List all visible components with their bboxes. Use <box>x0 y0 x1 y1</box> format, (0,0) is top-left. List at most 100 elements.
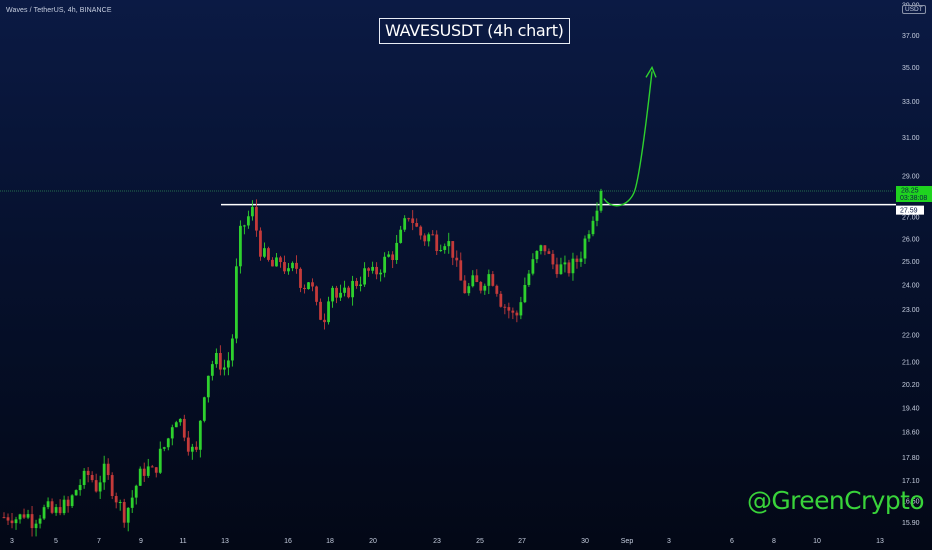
candle <box>170 424 174 446</box>
candle <box>178 418 182 426</box>
candle-body <box>190 446 194 452</box>
candle <box>495 284 499 297</box>
candle-body <box>455 257 459 261</box>
candle-body <box>431 234 435 236</box>
candle <box>106 458 110 480</box>
candle <box>367 267 371 277</box>
candle <box>595 202 599 227</box>
candle-body <box>86 470 90 476</box>
candle <box>130 490 134 513</box>
x-tick-label: 6 <box>730 538 734 545</box>
candle <box>295 255 298 274</box>
candle <box>511 307 515 320</box>
candle <box>38 514 42 529</box>
y-tick-label: 25.00 <box>902 259 920 266</box>
candle <box>34 519 38 537</box>
candle-body <box>102 463 106 483</box>
candle-body <box>174 422 178 428</box>
x-tick-label: 10 <box>813 538 821 545</box>
candle <box>138 466 142 486</box>
candle <box>174 420 178 428</box>
candle <box>363 262 367 287</box>
candle <box>66 496 70 513</box>
candle-body <box>423 235 427 242</box>
candle <box>447 232 451 254</box>
projection-arrow <box>603 71 653 207</box>
candle <box>455 250 459 267</box>
candle-body <box>323 319 326 323</box>
candle <box>70 494 74 509</box>
candle <box>583 235 587 264</box>
symbol-info: Waves / TetherUS, 4h, BINANCE <box>6 7 112 14</box>
candle-body <box>259 230 262 257</box>
candle-body <box>30 514 34 529</box>
candle-body <box>287 268 290 272</box>
candle-body <box>210 364 214 376</box>
candle-body <box>166 438 170 448</box>
x-tick-label: 27 <box>518 538 526 545</box>
candle <box>158 441 162 475</box>
candle-body <box>299 268 302 288</box>
candle-body <box>599 191 603 211</box>
candle <box>122 498 126 528</box>
candle-body <box>198 420 202 450</box>
y-tick-label: 18.60 <box>902 430 920 437</box>
x-tick-label: 11 <box>179 538 186 545</box>
candle <box>459 252 463 281</box>
candle-body <box>311 282 314 287</box>
candle-body <box>495 285 499 294</box>
candle <box>407 217 411 222</box>
candle <box>230 334 234 367</box>
candle <box>451 241 455 266</box>
candle <box>507 302 511 319</box>
candle-body <box>126 507 130 523</box>
candle <box>443 243 447 254</box>
x-tick-label: 13 <box>876 538 884 545</box>
candle-body <box>403 218 407 230</box>
candle-body <box>82 470 86 486</box>
candle-body <box>218 353 222 370</box>
candle <box>154 467 158 478</box>
candle <box>531 253 535 276</box>
candle <box>575 255 579 269</box>
x-tick-label: 20 <box>369 538 377 545</box>
candle <box>243 224 246 235</box>
x-tick-label: 13 <box>221 538 229 545</box>
y-tick-label: 33.00 <box>902 99 920 106</box>
candle <box>387 251 391 258</box>
candle-body <box>271 259 274 267</box>
candle <box>259 227 262 261</box>
candle-body <box>74 490 78 496</box>
candle-body <box>503 306 507 308</box>
candle <box>323 313 326 330</box>
candle <box>591 216 595 237</box>
candle <box>535 250 539 264</box>
candle-body <box>363 268 367 285</box>
arrowhead <box>645 65 657 78</box>
candle <box>435 230 439 256</box>
time-axis: 3 5 7 9 11 13 16 18 20 23 25 27 30 Sep 3 6 8 10 13 <box>10 538 884 545</box>
candle <box>267 246 270 262</box>
candle <box>471 270 475 288</box>
candle <box>395 234 399 264</box>
candle-body <box>371 266 375 271</box>
candle <box>523 277 527 304</box>
candle-body <box>319 301 322 320</box>
candle-body <box>94 480 98 492</box>
candle <box>102 455 106 490</box>
candle-body <box>142 468 146 476</box>
y-tick-label: 26.00 <box>902 236 920 243</box>
candle-body <box>471 275 475 287</box>
candle <box>559 257 563 275</box>
candle-body <box>70 495 74 507</box>
currency-label[interactable]: USDT <box>902 5 926 14</box>
candle-body <box>170 427 174 439</box>
candle-body <box>419 226 423 236</box>
candle <box>419 225 423 240</box>
candle <box>58 499 62 516</box>
candle <box>579 251 583 267</box>
candle-body <box>383 256 387 273</box>
candle <box>150 464 154 468</box>
candle-body <box>267 248 270 260</box>
candle-body <box>339 292 342 298</box>
